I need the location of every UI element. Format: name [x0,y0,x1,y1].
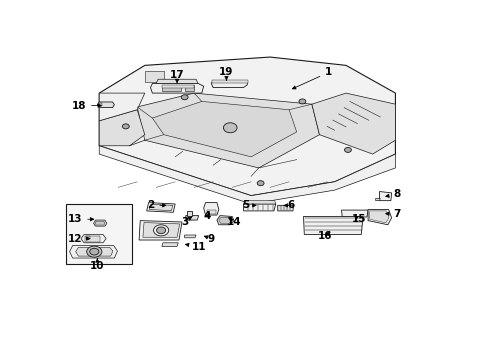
Text: 16: 16 [318,231,332,241]
Polygon shape [150,84,204,93]
Circle shape [153,225,169,236]
Text: 8: 8 [386,189,401,199]
Polygon shape [369,211,389,223]
Polygon shape [219,217,231,223]
Text: 9: 9 [204,234,215,244]
Polygon shape [99,103,102,106]
Text: 1: 1 [293,67,332,89]
Bar [162,85,181,91]
Polygon shape [211,81,247,87]
Polygon shape [139,221,182,240]
Circle shape [223,123,237,133]
Polygon shape [99,93,145,121]
Polygon shape [342,210,368,217]
Polygon shape [99,110,145,146]
Polygon shape [70,246,118,258]
Circle shape [87,246,102,257]
Text: 13: 13 [68,214,94,224]
Polygon shape [212,80,248,82]
Text: 2: 2 [147,201,166,210]
Bar [185,85,194,91]
Polygon shape [186,216,199,220]
Circle shape [181,95,188,100]
Polygon shape [187,211,192,216]
Text: 12: 12 [68,234,90,244]
Polygon shape [156,79,198,84]
Polygon shape [147,203,175,212]
Polygon shape [162,243,178,246]
Bar [66,204,132,264]
Bar [207,210,216,214]
Circle shape [122,124,129,129]
Polygon shape [149,204,173,211]
Polygon shape [143,222,180,237]
Polygon shape [244,204,276,211]
Polygon shape [376,198,380,201]
Polygon shape [204,203,219,215]
Polygon shape [95,221,105,225]
Polygon shape [185,235,196,238]
Bar [162,85,194,88]
Polygon shape [98,102,115,108]
Circle shape [257,181,264,186]
Polygon shape [152,102,297,157]
Polygon shape [278,205,294,211]
Text: 10: 10 [90,258,104,271]
Text: 18: 18 [72,100,101,111]
Text: 17: 17 [170,70,184,83]
Polygon shape [244,201,276,204]
Polygon shape [137,93,319,168]
Polygon shape [342,217,350,222]
Text: 15: 15 [352,214,366,224]
Polygon shape [217,216,234,225]
Text: 5: 5 [242,201,256,210]
Text: 19: 19 [219,67,234,80]
Circle shape [299,99,306,104]
Text: 11: 11 [186,242,207,252]
Polygon shape [75,247,113,256]
Polygon shape [81,234,106,243]
Circle shape [344,148,351,152]
Circle shape [90,248,99,255]
Polygon shape [303,216,363,234]
Polygon shape [368,210,392,225]
Polygon shape [145,71,164,82]
Bar [86,236,91,239]
Polygon shape [379,192,392,201]
Text: 7: 7 [386,209,401,219]
Text: 4: 4 [204,211,211,221]
Text: 3: 3 [181,217,192,227]
Polygon shape [94,220,107,226]
Circle shape [157,227,166,234]
Polygon shape [99,57,395,195]
Polygon shape [99,146,395,204]
Text: 14: 14 [226,217,241,227]
Polygon shape [312,93,395,154]
Bar [85,235,100,242]
Text: 6: 6 [284,201,294,210]
